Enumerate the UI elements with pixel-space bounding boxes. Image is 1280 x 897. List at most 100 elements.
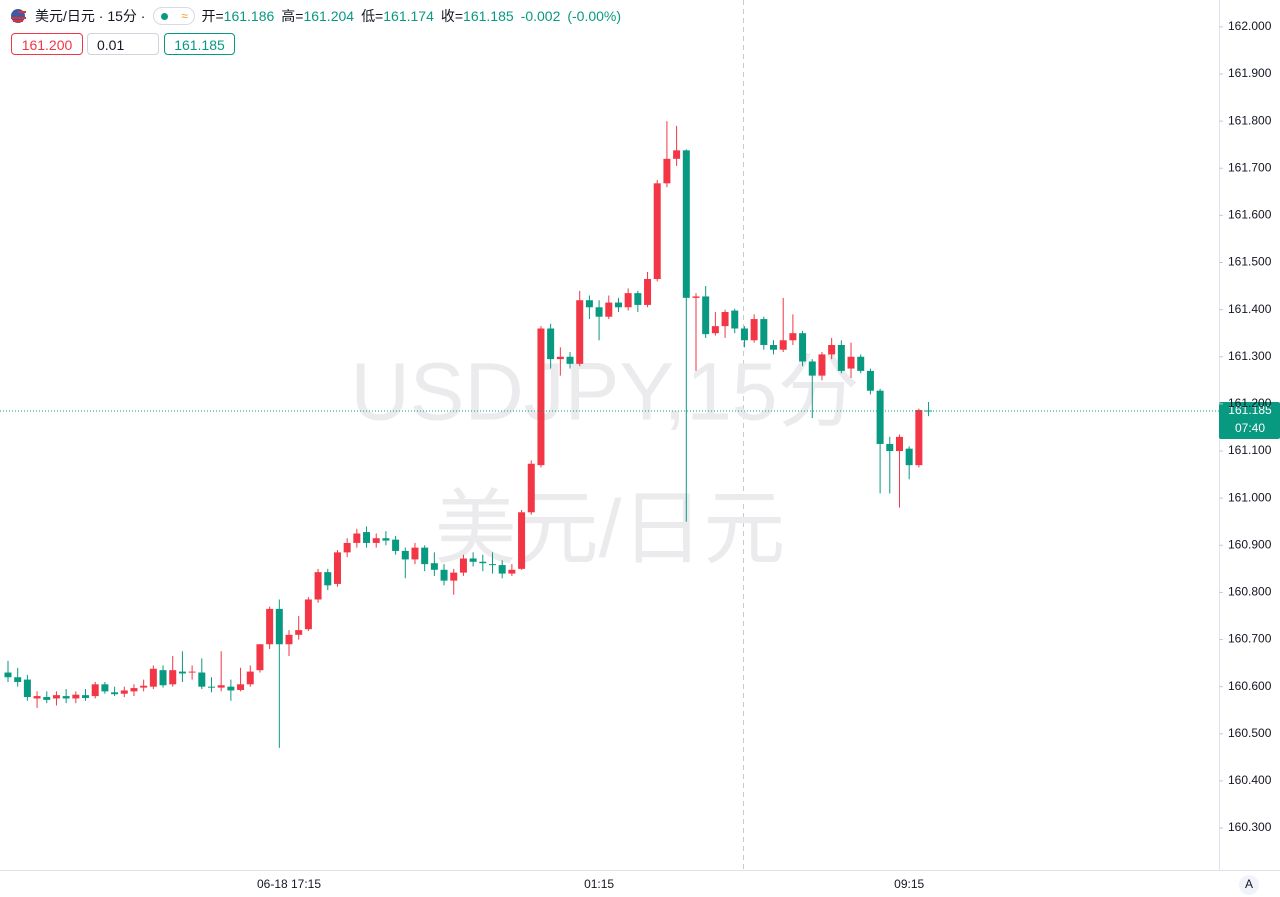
ohlc-value: 161.186 (223, 8, 275, 24)
legend: 美元/日元 · 15分 · ≈ 开=161.186 高=161.204 低=161.… (10, 6, 628, 26)
y-tick-label: 160.600 (1228, 679, 1272, 693)
candle-body (459, 558, 467, 573)
candle-body (925, 410, 933, 412)
candle-body (740, 328, 748, 341)
candle-body (585, 300, 593, 308)
candle-body (547, 328, 555, 360)
candle-body (866, 370, 874, 391)
candle-body (634, 293, 642, 305)
candle-body (653, 183, 661, 280)
quantity[interactable]: 0.01 (87, 33, 159, 55)
candle-body (285, 634, 293, 645)
candle-body (343, 542, 351, 553)
ohlc-label: 收= (440, 8, 464, 24)
candle-body (149, 668, 157, 687)
candle-body (479, 561, 487, 564)
candle-body (314, 572, 322, 600)
watermark: USDJPY,15分 (351, 347, 860, 438)
candle-body (808, 361, 816, 376)
change-pct: (-0.00%) (567, 8, 622, 24)
y-tick-label: 161.800 (1228, 113, 1272, 127)
candle-body (527, 463, 535, 513)
axis-mode: A (1245, 877, 1253, 891)
y-tick-label: 160.500 (1228, 726, 1272, 740)
ohlc: 开=161.186 高=161.204 低=161.174 收=161.185 (201, 6, 520, 26)
candle-body (857, 356, 865, 371)
candle-body (159, 670, 167, 686)
countdown: 07:40 (1235, 421, 1265, 435)
candle-body (566, 356, 574, 364)
candle-body (130, 688, 138, 692)
candle-body (304, 599, 312, 630)
candle-body (178, 671, 186, 674)
y-tick-label: 161.300 (1228, 349, 1272, 363)
candle-body (111, 692, 119, 695)
sell-button[interactable]: 161.200 (11, 33, 83, 55)
price-tag-label: 161.185 (1228, 403, 1272, 417)
candle-body (770, 344, 778, 350)
candle-body (295, 630, 303, 635)
candle-body (421, 547, 429, 565)
y-tick-label: 161.600 (1228, 208, 1272, 222)
candle-body (392, 539, 400, 551)
status-pill: ≈ (153, 7, 196, 25)
axis-mode-button (1239, 875, 1259, 895)
candle-body (556, 356, 564, 360)
candle-body (363, 532, 371, 543)
candle-body (498, 565, 506, 574)
candle-body (614, 302, 622, 308)
x-tick-label: 06-18 17:15 (257, 877, 321, 891)
candle-body (595, 307, 603, 317)
candle-body (731, 310, 739, 329)
y-tick-label: 161.500 (1228, 255, 1272, 269)
candle-body (23, 679, 31, 698)
candle-body (82, 695, 90, 698)
y-tick-label: 161.400 (1228, 302, 1272, 316)
y-tick-label: 161.200 (1228, 396, 1272, 410)
candles (4, 121, 933, 748)
buy-button[interactable]: 161.185 (164, 33, 235, 55)
y-tick-label: 160.400 (1228, 773, 1272, 787)
flag-icon (11, 9, 26, 23)
candle-body (72, 694, 80, 699)
candle-body (644, 279, 652, 305)
candle-body (624, 293, 632, 308)
candle-body (837, 344, 845, 371)
candle-body (750, 319, 758, 341)
candle-body (188, 671, 196, 673)
candle-body (847, 356, 855, 369)
candle-body (333, 552, 341, 584)
ohlc-label: 开= (201, 8, 224, 24)
candle-body (207, 686, 215, 688)
y-tick-label: 161.000 (1228, 490, 1272, 504)
candle-body (372, 538, 380, 543)
candle-body (217, 685, 225, 688)
candle-body (576, 300, 584, 364)
candle-body (140, 685, 148, 688)
y-tick-label: 160.900 (1228, 537, 1272, 551)
candle-body (382, 538, 390, 541)
candle-body (711, 326, 719, 334)
candle-body (450, 572, 458, 581)
ohlc-label: 高= (281, 8, 304, 24)
candle-body (489, 564, 496, 566)
candle-body (353, 533, 361, 543)
candle-body (440, 569, 448, 581)
candle-body (91, 684, 99, 697)
candle-body (905, 448, 913, 466)
candle-body (682, 150, 690, 298)
candle-body (227, 686, 235, 691)
candle-body (721, 311, 729, 327)
symbol: 美元/日元 · 15分 · (35, 8, 146, 24)
candle-body (169, 670, 177, 685)
candle-body (324, 572, 332, 586)
candle-body (692, 296, 700, 298)
candle-body (876, 390, 884, 444)
candle-body (246, 671, 254, 685)
ohlc-value: 161.204 (303, 8, 355, 24)
x-tick-label: 01:15 (584, 877, 614, 891)
y-tick-label: 161.700 (1228, 160, 1272, 174)
candle-body (886, 443, 894, 452)
y-tick-label: 160.800 (1228, 585, 1272, 599)
